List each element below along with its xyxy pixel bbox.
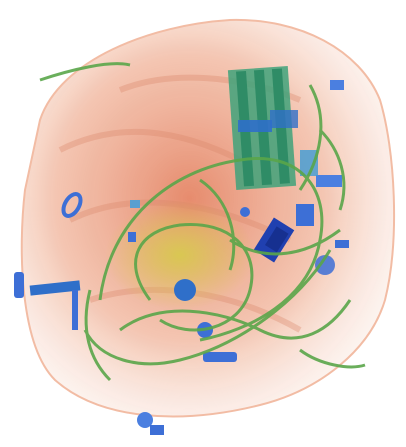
electronics-cluster [253, 150, 349, 275]
cables [39, 62, 366, 382]
cable-plug-left [14, 272, 81, 330]
battery-block [227, 66, 298, 190]
